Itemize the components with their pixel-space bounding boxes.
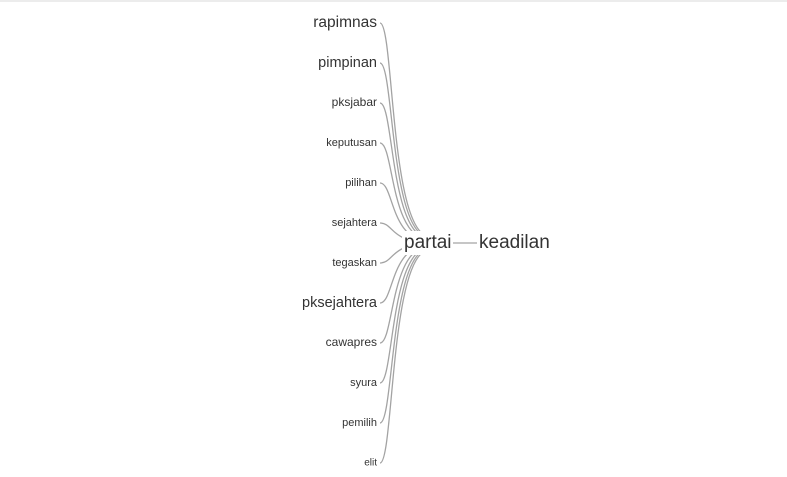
left-word-pksjabar[interactable]: pksjabar (332, 95, 377, 109)
link-pemilih (379, 247, 431, 424)
right-word-keadilan[interactable]: keadilan (479, 232, 550, 253)
link-rapimnas (379, 22, 431, 238)
left-word-elit[interactable]: elit (364, 458, 377, 469)
link-pksjabar (379, 102, 431, 240)
tree-words: keadilan rapimnas pimpinan pksjabar keputusa… (302, 14, 550, 469)
left-word-tegaskan[interactable]: tegaskan (332, 257, 377, 269)
left-word-pemilih[interactable]: pemilih (342, 417, 377, 429)
link-syura (379, 246, 431, 384)
link-pimpinan (379, 62, 431, 239)
left-word-keputusan[interactable]: keputusan (326, 137, 377, 149)
root-word[interactable]: partai (404, 232, 452, 253)
left-word-pilihan[interactable]: pilihan (345, 177, 377, 189)
left-word-rapimnas[interactable]: rapimnas (313, 14, 377, 31)
left-word-sejahtera[interactable]: sejahtera (332, 217, 378, 229)
left-word-pksejahtera[interactable]: pksejahtera (302, 295, 378, 311)
top-divider (0, 0, 787, 2)
left-word-pimpinan[interactable]: pimpinan (318, 55, 377, 71)
link-elit (379, 248, 431, 464)
left-word-cawapres[interactable]: cawapres (326, 335, 377, 349)
root-word-backdrop (402, 231, 452, 255)
left-word-syura[interactable]: syura (350, 377, 378, 389)
